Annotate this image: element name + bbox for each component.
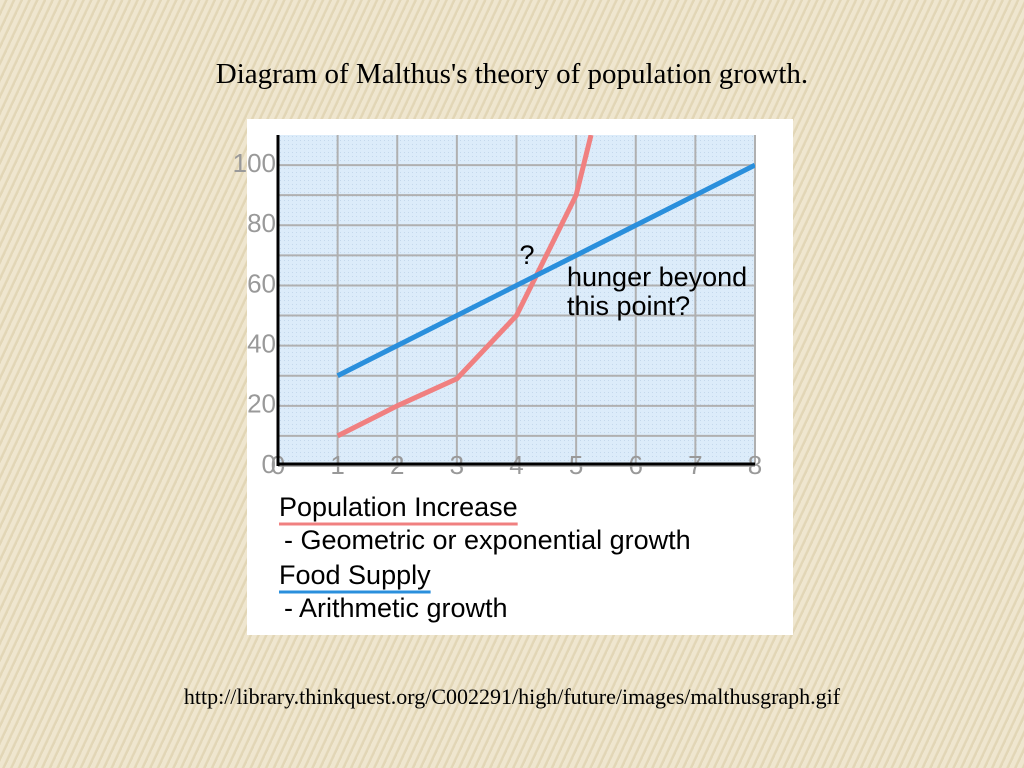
legend-description: - Arithmetic growth bbox=[284, 593, 508, 623]
legend-label: Population Increase bbox=[279, 492, 518, 522]
series-line bbox=[336, 135, 594, 439]
slide-title: Diagram of Malthus's theory of populatio… bbox=[215, 58, 809, 90]
y-tick-label: 40 bbox=[247, 329, 276, 359]
y-tick-label: 60 bbox=[247, 268, 276, 298]
y-tick-label: 80 bbox=[247, 208, 276, 238]
source-url: http://library.thinkquest.org/C002291/hi… bbox=[183, 684, 841, 709]
legend-label: Food Supply bbox=[279, 560, 431, 590]
legend-description: - Geometric or exponential growth bbox=[284, 525, 691, 555]
annotation: ? bbox=[519, 240, 534, 270]
y-tick-label: 20 bbox=[247, 389, 276, 419]
series-line bbox=[336, 162, 755, 378]
y-tick-label: 100 bbox=[233, 148, 276, 178]
annotation: hunger beyond bbox=[567, 262, 747, 292]
y-tick-label: 0 bbox=[262, 449, 276, 479]
annotation: this point? bbox=[567, 291, 690, 321]
plot-lines bbox=[336, 135, 755, 439]
